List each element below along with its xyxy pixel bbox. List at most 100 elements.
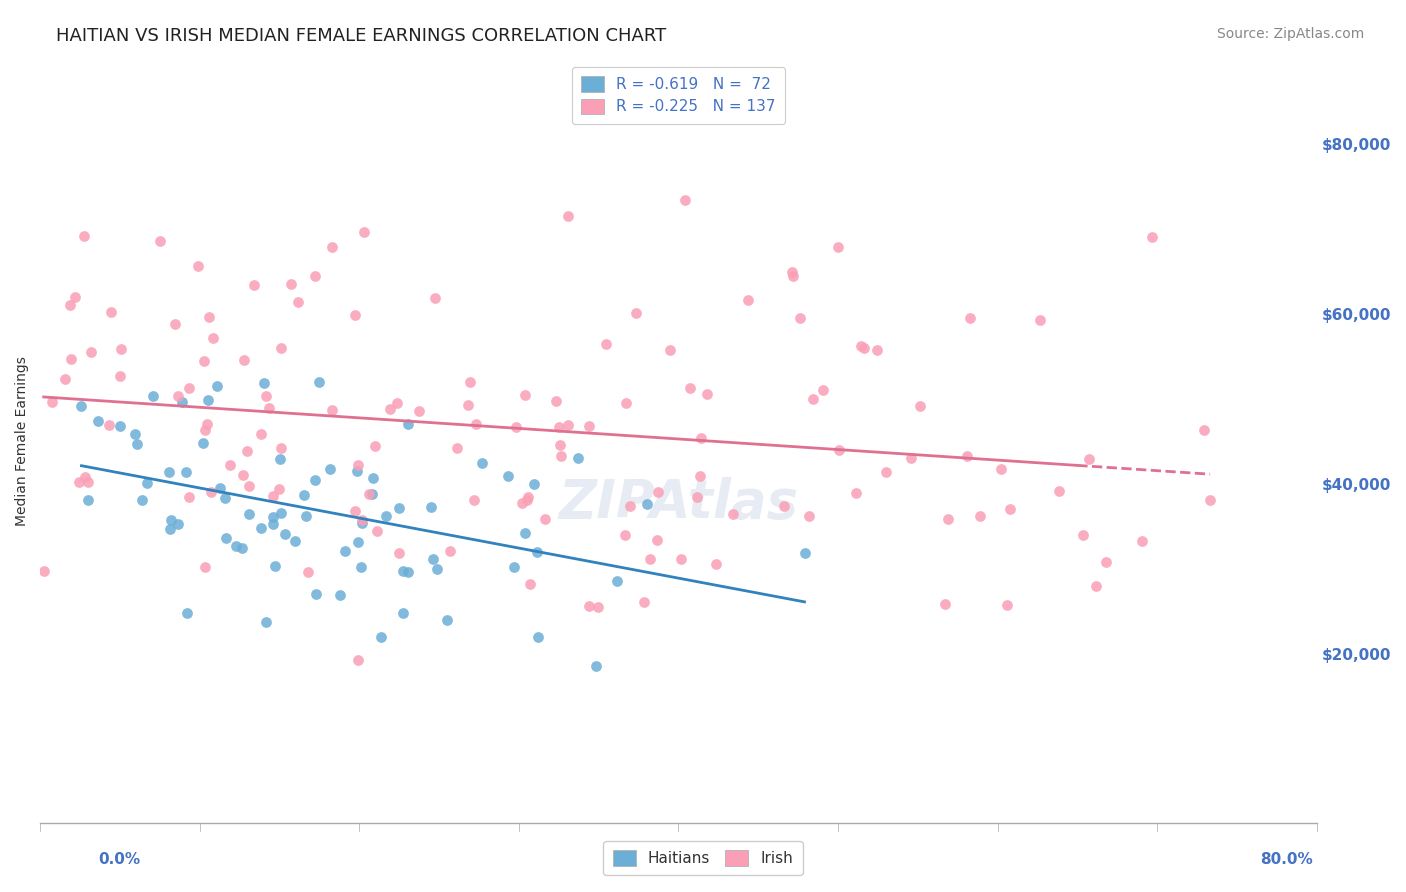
Point bbox=[463, 493, 485, 508]
Point bbox=[388, 546, 411, 560]
Point bbox=[550, 449, 572, 463]
Point bbox=[782, 268, 804, 283]
Point bbox=[273, 526, 295, 541]
Point bbox=[215, 531, 238, 545]
Point bbox=[280, 277, 302, 291]
Point bbox=[270, 442, 292, 456]
Point bbox=[361, 487, 384, 501]
Point bbox=[166, 389, 188, 403]
Point bbox=[157, 465, 180, 479]
Point bbox=[704, 557, 727, 571]
Point bbox=[436, 613, 458, 627]
Point bbox=[366, 524, 388, 538]
Point bbox=[32, 565, 55, 579]
Point bbox=[344, 503, 367, 517]
Point bbox=[321, 240, 343, 254]
Point bbox=[1047, 484, 1070, 499]
Text: 80.0%: 80.0% bbox=[1260, 852, 1313, 867]
Point bbox=[110, 418, 132, 433]
Point bbox=[270, 341, 292, 355]
Point bbox=[364, 439, 387, 453]
Point bbox=[619, 500, 641, 514]
Point bbox=[875, 465, 897, 479]
Point bbox=[131, 493, 153, 508]
Point bbox=[65, 290, 87, 304]
Legend: Haitians, Irish: Haitians, Irish bbox=[603, 841, 803, 875]
Point bbox=[142, 389, 165, 403]
Point bbox=[305, 587, 328, 601]
Point bbox=[934, 597, 956, 611]
Point bbox=[685, 491, 707, 505]
Point bbox=[149, 234, 172, 248]
Point bbox=[159, 522, 181, 536]
Point bbox=[423, 291, 446, 305]
Point bbox=[516, 493, 538, 508]
Point bbox=[205, 379, 228, 393]
Point bbox=[793, 546, 815, 560]
Point bbox=[287, 295, 309, 310]
Point bbox=[321, 403, 343, 417]
Point bbox=[772, 500, 794, 514]
Point bbox=[636, 497, 658, 511]
Point bbox=[127, 437, 149, 451]
Point bbox=[614, 396, 637, 410]
Point bbox=[689, 469, 711, 483]
Point bbox=[408, 404, 430, 418]
Point bbox=[446, 441, 468, 455]
Point bbox=[900, 451, 922, 466]
Point bbox=[546, 394, 568, 409]
Point bbox=[208, 481, 231, 495]
Point bbox=[959, 310, 981, 325]
Point bbox=[633, 595, 655, 609]
Point bbox=[659, 343, 682, 357]
Point bbox=[254, 389, 277, 403]
Point bbox=[578, 418, 600, 433]
Point bbox=[295, 508, 318, 523]
Point bbox=[347, 535, 370, 549]
Point bbox=[77, 475, 100, 489]
Point bbox=[304, 473, 326, 487]
Point bbox=[464, 417, 486, 431]
Point bbox=[567, 450, 589, 465]
Point bbox=[936, 512, 959, 526]
Point bbox=[510, 496, 533, 510]
Point bbox=[262, 489, 284, 503]
Point bbox=[422, 552, 444, 566]
Point bbox=[737, 293, 759, 308]
Point bbox=[585, 659, 607, 673]
Point bbox=[990, 462, 1012, 476]
Point bbox=[392, 607, 415, 621]
Point bbox=[827, 240, 849, 254]
Point bbox=[176, 606, 198, 620]
Point bbox=[595, 336, 617, 351]
Point bbox=[396, 417, 419, 432]
Point bbox=[344, 308, 367, 322]
Point bbox=[347, 458, 370, 472]
Point bbox=[361, 470, 384, 484]
Point bbox=[225, 539, 247, 553]
Point bbox=[160, 513, 183, 527]
Point bbox=[908, 399, 931, 413]
Point bbox=[523, 476, 546, 491]
Point bbox=[380, 401, 402, 416]
Point bbox=[179, 490, 201, 504]
Point bbox=[679, 381, 702, 395]
Point bbox=[671, 551, 693, 566]
Point bbox=[1192, 423, 1215, 437]
Point bbox=[193, 354, 215, 368]
Point bbox=[59, 351, 82, 366]
Point bbox=[253, 376, 276, 391]
Point bbox=[845, 485, 868, 500]
Legend: R = -0.619   N =  72, R = -0.225   N = 137: R = -0.619 N = 72, R = -0.225 N = 137 bbox=[572, 67, 785, 124]
Point bbox=[797, 509, 820, 524]
Point bbox=[350, 559, 373, 574]
Point bbox=[513, 526, 536, 541]
Point bbox=[359, 486, 381, 500]
Point bbox=[284, 533, 307, 548]
Point bbox=[534, 512, 557, 526]
Point bbox=[76, 493, 98, 508]
Point bbox=[202, 331, 225, 345]
Text: HAITIAN VS IRISH MEDIAN FEMALE EARNINGS CORRELATION CHART: HAITIAN VS IRISH MEDIAN FEMALE EARNINGS … bbox=[56, 27, 666, 45]
Point bbox=[59, 298, 82, 312]
Point bbox=[801, 392, 824, 407]
